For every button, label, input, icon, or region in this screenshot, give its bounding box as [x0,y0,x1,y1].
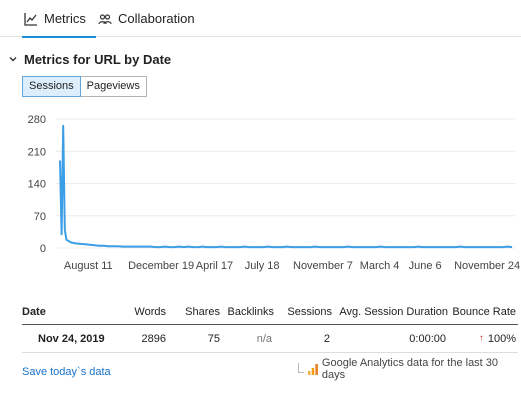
row-shares: 75 [207,332,220,345]
arrow-up-icon: ↑ [478,333,484,344]
row-bounce-value: 100% [487,332,516,345]
table-row: Nov 24, 2019 2896 75 n/a 2 0:00:00 ↑ 100… [22,325,518,353]
section-header[interactable]: Metrics for URL by Date [8,50,171,68]
sessions-toggle-button[interactable]: Sessions [22,76,81,97]
section-title: Metrics for URL by Date [24,51,172,67]
x-tick-label: April 17 [196,260,233,272]
save-todays-data-link[interactable]: Save today`s data [22,366,111,378]
header-shares: Shares [185,306,220,318]
header-avg-session-duration: Avg. Session Duration [339,306,448,318]
google-analytics-icon [307,363,318,375]
row-date: Nov 24, 2019 [38,332,105,345]
header-sessions: Sessions [287,306,332,318]
google-analytics-note-text: Google Analytics data for the last 30 da… [321,357,499,381]
header-backlinks: Backlinks [227,306,274,318]
x-tick-label: June 6 [409,260,442,272]
tab-metrics-label: Metrics [44,11,86,26]
google-analytics-note: Google Analytics data for the last 30 da… [298,357,521,381]
x-tick-label: November 24 [454,260,520,272]
tab-metrics[interactable]: Metrics [22,0,96,38]
y-tick-label: 210 [28,146,46,158]
row-backlinks: n/a [256,332,272,345]
bracket-divider [298,363,304,373]
y-tick-label: 280 [28,114,46,126]
x-tick-label: December 19 [128,260,194,272]
x-tick-label: November 7 [293,260,353,272]
sessions-series-line [59,124,513,249]
x-tick-label: July 18 [245,260,280,272]
chevron-down-icon[interactable] [8,54,18,64]
header-bounce-rate: Bounce Rate [452,306,516,318]
metric-toggle: Sessions Pageviews [22,76,147,97]
row-avg-session-duration: 0:00:00 [409,332,446,345]
chart-grid [56,118,515,249]
metrics-table: Date Words Shares Backlinks Sessions Avg… [22,300,518,353]
y-tick-label: 70 [34,211,46,223]
table-header: Date Words Shares Backlinks Sessions Avg… [22,300,518,325]
y-tick-label: 0 [40,243,46,255]
x-axis-ticks: August 11 December 19 April 17 July 18 Novem… [64,260,520,272]
x-tick-label: March 4 [360,260,400,272]
users-icon [98,12,112,26]
row-words: 2896 [141,332,166,345]
header-words: Words [134,306,166,318]
pageviews-toggle-button[interactable]: Pageviews [80,76,147,97]
x-tick-label: August 11 [64,260,113,272]
line-chart-icon [24,12,38,26]
row-bounce-rate: ↑ 100% [479,325,516,352]
y-tick-label: 140 [28,179,46,191]
tab-bar: Metrics Collaboration [0,0,521,38]
header-date: Date [22,306,46,318]
tab-collaboration[interactable]: Collaboration [98,0,198,37]
y-axis-ticks: 280 210 140 70 0 [28,114,46,255]
tab-collaboration-label: Collaboration [118,11,195,26]
sessions-line-chart: 280 210 140 70 0 August 11 December 19 April 1… [28,114,521,272]
row-sessions: 2 [323,332,330,345]
